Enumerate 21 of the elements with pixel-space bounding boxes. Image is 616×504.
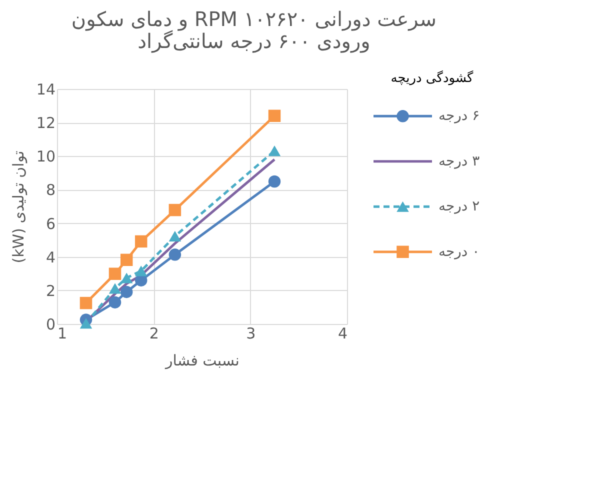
y-tick-label: 6 [46,214,56,233]
text: سرعت دورانی ۱۰۲۶۲۰ RPM و دمای سکون [71,7,436,31]
y-tick-label: 10 [36,148,56,166]
y-tick-label: 12 [36,114,56,132]
y-axis-title: توان تولیدی (kW) [9,150,28,264]
x-tick-label: 4 [338,324,348,342]
y-tick-label: 0 [46,316,56,334]
y-tick-label: 4 [46,248,56,266]
y-tick-label: 14 [36,80,56,98]
legend-label: ۶ درجه [438,108,480,124]
y-tick-label: 8 [46,181,56,200]
x-tick-label: 1 [58,324,68,342]
x-tick-label: 2 [149,324,159,342]
x-axis-title: نسبت فشار [164,352,240,370]
x-tick-label: 3 [246,324,256,342]
y-tick-label: 2 [46,282,56,300]
legend-title: گشودگی دریچه [390,70,474,86]
text: ورودی ۶۰۰ درجه سانتی‌گراد [138,29,370,53]
legend-label: ۲ درجه [438,198,480,215]
legend-label: ۳ درجه [438,153,480,170]
legend-label: ۰ درجه [438,244,480,260]
